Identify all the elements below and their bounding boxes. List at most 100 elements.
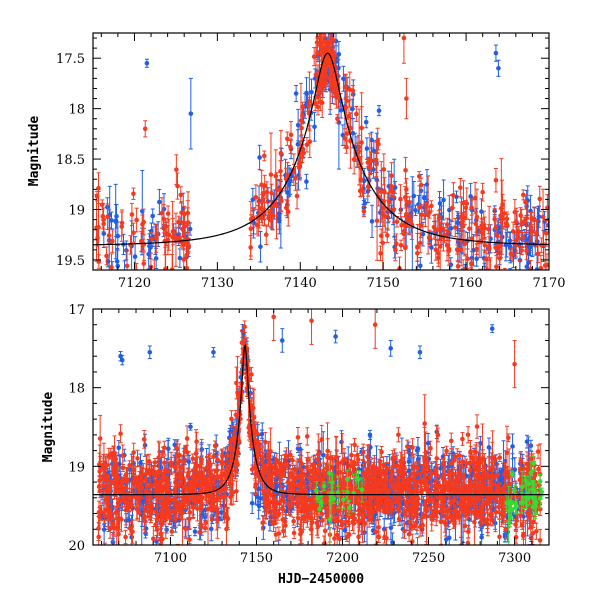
top-red-point: [465, 248, 470, 269]
top-red-point: [493, 168, 499, 193]
top-red-point: [250, 207, 256, 228]
top-red-point: [332, 74, 338, 87]
bottom-blue-point: [333, 329, 338, 344]
top-red-point: [268, 205, 273, 220]
top-red-point: [472, 181, 478, 215]
bottom-x-tick-label: 7250: [412, 551, 445, 566]
top-red-point: [378, 228, 384, 244]
bottom-blue-point: [164, 525, 169, 534]
top-red-point: [109, 253, 114, 270]
top-red-point: [318, 92, 323, 112]
top-x-tick-label: 7120: [118, 276, 151, 291]
top-red-point: [141, 251, 147, 270]
top-red-point: [537, 185, 543, 213]
top-red-point: [178, 186, 184, 204]
bottom-red-point: [291, 526, 297, 540]
bottom-blue-point: [510, 433, 515, 460]
top-red-point: [509, 246, 515, 262]
top-blue-point: [157, 188, 162, 216]
top-red-point: [344, 140, 349, 154]
bottom-red-point: [194, 431, 199, 452]
top-y-tick-label: 19.5: [56, 254, 85, 269]
top-red-point: [95, 229, 100, 247]
top-red-point: [393, 238, 398, 262]
top-blue-point: [150, 208, 155, 224]
bottom-y-tick-label: 17: [68, 303, 85, 318]
top-red-point: [381, 153, 387, 186]
top-blue-point: [363, 115, 369, 129]
top-red-point: [315, 98, 321, 116]
top-red-point: [294, 182, 300, 210]
top-red-point: [480, 182, 485, 202]
top-blue-point: [496, 59, 501, 77]
top-red-point: [374, 180, 380, 261]
top-red-point: [455, 261, 461, 270]
top-red-point: [540, 188, 546, 246]
top-blue-point: [504, 232, 509, 258]
top-red-point: [261, 150, 267, 162]
top-y-tick-label: 18.5: [56, 153, 85, 168]
top-red-point: [131, 187, 136, 200]
top-axes: 7120 7130 7140 7150 7160 7170 17.5 18 18.5 19 19.5: [56, 33, 566, 291]
top-red-point: [101, 218, 106, 230]
top-red-point: [520, 231, 526, 243]
bottom-red-point: [497, 453, 503, 463]
top-red-point: [354, 106, 359, 122]
bottom-red-point: [291, 516, 296, 526]
bottom-y-axis-label: Magnitude: [41, 392, 56, 463]
top-blue-point: [340, 124, 346, 146]
top-red-point: [492, 208, 497, 231]
bottom-red-point: [271, 309, 276, 341]
bottom-red-point: [460, 432, 465, 446]
bottom-red-point: [352, 437, 357, 452]
top-y-axis-label: Magnitude: [27, 116, 42, 187]
top-red-point: [253, 184, 259, 211]
top-blue-point: [413, 204, 418, 217]
top-red-point: [361, 205, 367, 218]
top-panel: 7120 7130 7140 7150 7160 7170 17.5 18 18.5 19 19.5…: [27, 32, 566, 291]
top-red-point: [401, 33, 407, 64]
top-red-point: [104, 246, 109, 266]
top-red-point: [274, 172, 279, 240]
top-red-point: [449, 194, 455, 223]
bottom-red-point: [273, 527, 279, 542]
bottom-blue-point: [390, 532, 395, 545]
top-red-point: [419, 204, 425, 226]
top-red-point: [134, 207, 139, 233]
bottom-red-point: [304, 427, 310, 446]
bottom-blue-point: [276, 539, 281, 545]
top-data-layer: [93, 33, 549, 284]
bottom-blue-point: [367, 429, 373, 440]
bottom-blue-point: [188, 422, 193, 431]
top-red-point: [335, 114, 340, 124]
top-red-point: [180, 220, 185, 238]
top-red-point: [186, 238, 191, 253]
top-blue-point: [188, 77, 194, 150]
top-x-tick-label: 7160: [450, 276, 483, 291]
bottom-red-point: [537, 528, 543, 545]
bottom-red-point: [512, 339, 517, 389]
top-red-point: [163, 218, 169, 235]
bottom-x-tick-label: 7200: [326, 551, 359, 566]
top-blue-point: [341, 65, 346, 92]
top-blue-point: [418, 256, 423, 270]
top-series-red: [94, 33, 549, 284]
top-red-point: [494, 255, 499, 270]
top-blue-point: [508, 268, 513, 270]
top-blue-point: [115, 221, 121, 251]
top-red-point: [263, 224, 269, 246]
bottom-data-layer: [93, 309, 549, 545]
top-red-point: [166, 218, 172, 251]
top-red-point: [254, 215, 260, 235]
top-red-point: [423, 202, 428, 228]
top-red-point: [152, 259, 157, 270]
top-red-point: [269, 183, 274, 203]
top-red-point: [461, 180, 466, 226]
bottom-y-tick-label: 18: [68, 382, 85, 397]
bottom-blue-point: [414, 446, 420, 455]
bottom-red-point: [102, 542, 107, 545]
top-red-point: [486, 273, 491, 284]
top-blue-point: [437, 196, 443, 210]
bottom-red-point: [396, 427, 401, 443]
